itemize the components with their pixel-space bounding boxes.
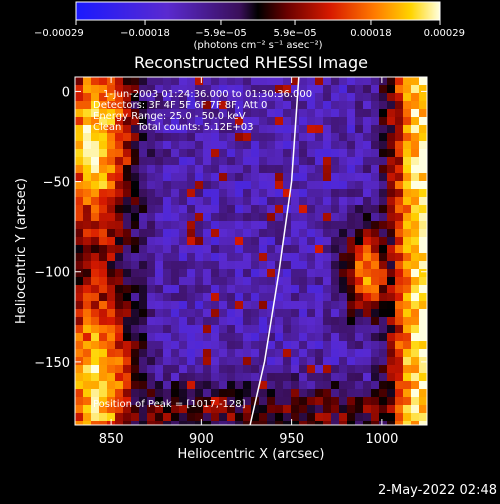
colorbar-tick-label: −5.9e−05 (195, 28, 247, 39)
annotation-detectors: Detectors: 3F 4F 5F 6F 7F 8F, Att 0 (93, 100, 267, 111)
chart-title: Reconstructed RHESSI Image (134, 53, 368, 72)
plot-frame (74, 76, 428, 426)
footer-timestamp: 2-May-2022 02:48 (378, 483, 497, 498)
annotation-energy-range: Energy Range: 25.0 - 50.0 keV (93, 111, 246, 122)
y-tick-label: −150 (34, 356, 70, 371)
y-tick-label: 0 (62, 85, 70, 100)
y-tick-label: −50 (43, 176, 70, 191)
colorbar-tick-label: −0.00018 (120, 28, 170, 39)
x-tick-label: 950 (279, 432, 304, 447)
colorbar: −0.00029 −0.00018 −5.9e−05 5.9e−05 0.00018 0.… (34, 1, 465, 51)
x-axis-ticks: 850 900 950 1000 (99, 77, 398, 447)
colorbar-tick-label: −0.00029 (34, 28, 84, 39)
annotation-clean-counts: Clean Total counts: 5.12E+03 (93, 122, 253, 133)
colorbar-tick-label: 5.9e−05 (273, 28, 316, 39)
colorbar-ticks: −0.00029 −0.00018 −5.9e−05 5.9e−05 0.00018 0.… (34, 20, 465, 39)
annotation-time-range: 1-Jun-2003 01:24:36.000 to 01:30:36.000 (103, 89, 312, 100)
colorbar-tick-label: 0.00029 (424, 28, 465, 39)
y-tick-label: −100 (34, 266, 70, 281)
x-tick-label: 850 (99, 432, 124, 447)
y-axis-label: Heliocentric Y (arcsec) (14, 178, 29, 324)
colorbar-units-label: (photons cm⁻² s⁻¹ asec⁻²) (193, 40, 322, 51)
heatmap-image (75, 77, 427, 425)
x-tick-label: 900 (189, 432, 214, 447)
x-tick-label: 1000 (365, 432, 398, 447)
colorbar-tick-label: 0.00018 (350, 28, 391, 39)
y-axis-ticks: 0 −50 −100 −150 (34, 85, 427, 371)
x-axis-label: Heliocentric X (arcsec) (178, 447, 325, 462)
solar-limb-line (249, 77, 300, 425)
colorbar-gradient (75, 1, 441, 21)
annotation-peak-position: Position of Peak = [1017,-128] (93, 399, 246, 410)
